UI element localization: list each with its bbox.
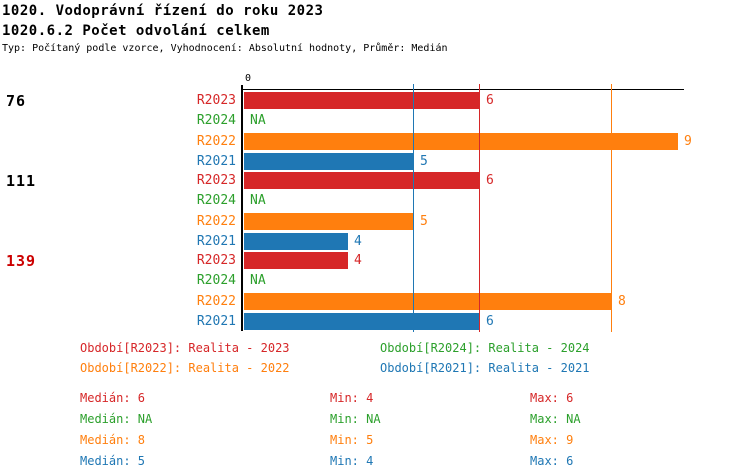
median-line-r2021	[413, 84, 414, 332]
median-line-r2022	[611, 84, 612, 332]
row-label-r2021: R2021	[196, 154, 236, 169]
bar-value-label: 6	[486, 173, 494, 188]
bar-r2022	[244, 293, 612, 310]
stat-median-r2023: Medián: 6	[80, 391, 146, 405]
stat-min-r2021: Min: 4	[330, 454, 374, 468]
bar-value-label-na: NA	[250, 113, 266, 128]
x-axis-line	[241, 89, 684, 90]
bar-r2021	[244, 313, 480, 330]
stat-max-r2021: Max: 6	[530, 454, 574, 468]
row-label-r2023: R2023	[196, 173, 236, 188]
row-label-r2024: R2024	[196, 113, 236, 128]
median-line-r2023	[479, 84, 480, 332]
bar-value-label: 4	[354, 234, 362, 249]
legend-item-r2024: Období[R2024]: Realita - 2024	[380, 341, 590, 355]
bar-value-label: 4	[354, 253, 362, 268]
bar-value-label: 9	[684, 134, 692, 149]
bar-value-label: 6	[486, 314, 494, 329]
bar-value-label: 5	[420, 154, 428, 169]
bar-r2022	[244, 213, 414, 230]
bar-value-label: 8	[618, 294, 626, 309]
page-title: 1020. Vodoprávní řízení do roku 2023	[2, 3, 324, 19]
row-label-r2021: R2021	[196, 234, 236, 249]
bar-r2023	[244, 172, 480, 189]
stat-median-r2022: Medián: 8	[80, 433, 146, 447]
bar-value-label-na: NA	[250, 273, 266, 288]
group-label: 139	[6, 252, 37, 270]
row-label-r2022: R2022	[196, 214, 236, 229]
stat-min-r2022: Min: 5	[330, 433, 374, 447]
y-axis-line	[241, 85, 243, 331]
stat-max-r2023: Max: 6	[530, 391, 574, 405]
row-label-r2023: R2023	[196, 93, 236, 108]
legend-item-r2023: Období[R2023]: Realita - 2023	[80, 341, 290, 355]
legend-item-r2022: Období[R2022]: Realita - 2022	[80, 361, 290, 375]
bar-r2021	[244, 153, 414, 170]
legend-item-r2021: Období[R2021]: Realita - 2021	[380, 361, 590, 375]
row-label-r2022: R2022	[196, 294, 236, 309]
row-label-r2024: R2024	[196, 193, 236, 208]
stat-median-r2024: Medián: NA	[80, 412, 153, 426]
row-label-r2022: R2022	[196, 134, 236, 149]
x-axis-zero-label: 0	[245, 73, 252, 84]
bar-value-label: 6	[486, 93, 494, 108]
bar-value-label: 5	[420, 214, 428, 229]
row-label-r2021: R2021	[196, 314, 236, 329]
page-subtitle: 1020.6.2 Počet odvolání celkem	[2, 23, 270, 39]
bar-r2023	[244, 92, 480, 109]
stat-min-r2023: Min: 4	[330, 391, 374, 405]
bar-value-label-na: NA	[250, 193, 266, 208]
chart-meta-line: Typ: Počítaný podle vzorce, Vyhodnocení:…	[2, 43, 448, 54]
row-label-r2023: R2023	[196, 253, 236, 268]
bar-r2021	[244, 233, 348, 250]
group-label: 76	[6, 92, 27, 110]
group-label: 111	[6, 172, 37, 190]
stat-min-r2024: Min: NA	[330, 412, 381, 426]
bar-r2022	[244, 133, 678, 150]
stat-median-r2021: Medián: 5	[80, 454, 146, 468]
stat-max-r2022: Max: 9	[530, 433, 574, 447]
stat-max-r2024: Max: NA	[530, 412, 581, 426]
bar-r2023	[244, 252, 348, 269]
row-label-r2024: R2024	[196, 273, 236, 288]
